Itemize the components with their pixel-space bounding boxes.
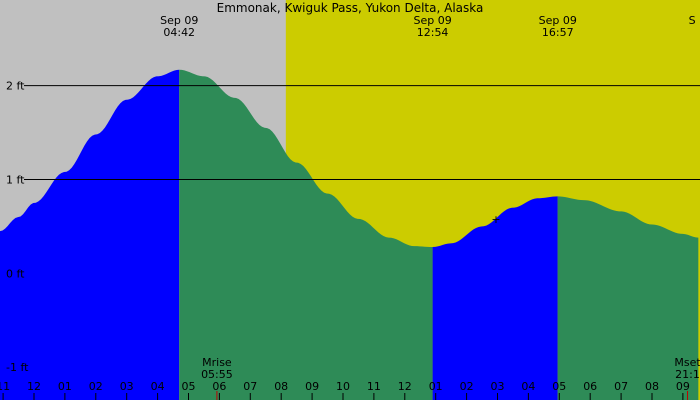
x-tick-label: 03 [120, 380, 134, 393]
x-tick-label: 12 [27, 380, 41, 393]
x-tick-label: 06 [583, 380, 597, 393]
y-tick-label: -1 ft [6, 361, 29, 374]
moon-event-time: 21:1 [675, 368, 700, 381]
chart-title: Emmonak, Kwiguk Pass, Yukon Delta, Alask… [217, 1, 484, 15]
x-tick-label: 05 [552, 380, 566, 393]
current-level-marker: + [491, 213, 500, 226]
moon-event-label: Mrise [202, 356, 232, 369]
rising-tide-area [0, 69, 180, 400]
tide-event-time: 04:42 [163, 26, 195, 39]
falling-tide-area [179, 69, 433, 400]
gridlines [24, 85, 700, 181]
x-tick-label: 01 [429, 380, 443, 393]
x-tick-label: 05 [181, 380, 195, 393]
x-tick-label: 02 [460, 380, 474, 393]
x-tick-label: 07 [614, 380, 628, 393]
x-tick-label: 02 [89, 380, 103, 393]
tide-event-date: S [689, 14, 696, 27]
x-tick-label: 07 [243, 380, 257, 393]
x-tick-label: 09 [676, 380, 690, 393]
x-tick-label: 01 [58, 380, 72, 393]
y-tick-label: 1 ft [6, 174, 25, 187]
x-tick-label: 08 [645, 380, 659, 393]
y-tick-label: 2 ft [6, 80, 25, 93]
moon-event-time: 05:55 [201, 368, 233, 381]
x-tick-label: 06 [212, 380, 226, 393]
x-tick-label: 03 [490, 380, 504, 393]
x-tick-label: 10 [336, 380, 350, 393]
x-tick-label: 08 [274, 380, 288, 393]
tide-event-time: 16:57 [542, 26, 574, 39]
x-axis: 11 12 01 02 03 04 05 06 07 08 09 10 11 12 01 02 03 04 05 06… [0, 380, 690, 400]
x-tick-label: 04 [521, 380, 535, 393]
tide-areas [0, 69, 699, 400]
tide-event-date: Sep 09 [539, 14, 577, 27]
falling-tide-area [557, 196, 699, 400]
y-axis-labels: 2 ft 1 ft 0 ft -1 ft [6, 80, 29, 374]
x-tick-label: 09 [305, 380, 319, 393]
rising-tide-area [432, 196, 558, 400]
moon-event-label: Mset [674, 356, 700, 369]
x-tick-label: 11 [0, 380, 10, 393]
y-tick-label: 0 ft [6, 267, 25, 280]
x-tick-label: 12 [398, 380, 412, 393]
tide-event-date: Sep 09 [160, 14, 198, 27]
x-tick-label: 04 [151, 380, 165, 393]
tide-event-time: 12:54 [417, 26, 449, 39]
tide-event-date: Sep 09 [413, 14, 451, 27]
x-tick-label: 11 [367, 380, 381, 393]
